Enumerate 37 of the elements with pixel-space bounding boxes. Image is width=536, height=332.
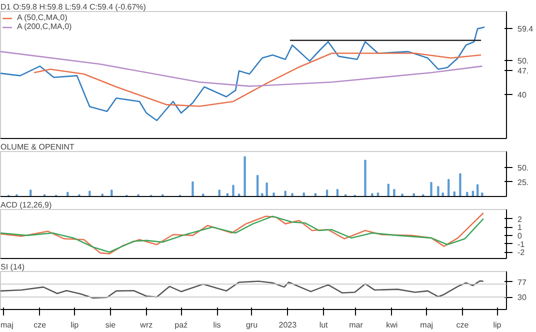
x-tick-label: maj bbox=[420, 320, 434, 330]
y-tick-label: 0 bbox=[518, 231, 522, 240]
x-tick-label: paź bbox=[174, 320, 188, 330]
y-tick-label: 40 bbox=[518, 90, 527, 100]
line-series bbox=[0, 50, 483, 87]
x-tick-label: cze bbox=[456, 320, 470, 330]
line-series bbox=[33, 52, 482, 107]
y-tick-label: 59.4 bbox=[518, 24, 534, 34]
y-tick-label: 2 bbox=[518, 214, 522, 224]
y-tick-label: -1 bbox=[518, 240, 526, 249]
x-tick-label: lis bbox=[213, 320, 221, 330]
x-tick-label: lut bbox=[319, 320, 329, 330]
y-tick-label: -2 bbox=[518, 248, 526, 258]
chart-title: ACD (12,26,9) bbox=[0, 200, 52, 210]
x-tick-label: kwi bbox=[386, 320, 398, 330]
y-tick-label: 1 bbox=[518, 223, 522, 232]
x-tick-label: maj bbox=[0, 320, 14, 330]
legend-label: A (200,C,MA,0) bbox=[17, 22, 72, 31]
x-tick-label: sie bbox=[105, 320, 116, 330]
y-tick-label: 47. bbox=[518, 66, 529, 76]
y-tick-label: 25. bbox=[518, 178, 529, 187]
line-series bbox=[0, 280, 484, 299]
chart-title: SI (14) bbox=[0, 262, 25, 272]
x-tick-label: lip bbox=[70, 320, 80, 330]
y-tick-label: 50. bbox=[518, 56, 529, 66]
x-tick-label: mar bbox=[349, 320, 364, 330]
x-tick-label: gru bbox=[246, 320, 258, 330]
chart-title: D1 O:59.8 H:59.8 L:59.4 C:59.4 (-0.67%) bbox=[0, 2, 146, 12]
x-tick-label: wrz bbox=[139, 320, 153, 330]
chart-title: OLUME & OPENINT bbox=[0, 142, 74, 152]
y-tick-label: 30 bbox=[518, 293, 527, 302]
y-tick-label: 50. bbox=[518, 163, 529, 172]
y-tick-label: 77 bbox=[518, 278, 527, 287]
legend-label: A (50,C,MA,0) bbox=[17, 13, 68, 22]
x-tick-label: cze bbox=[34, 320, 47, 330]
x-tick-label: 2023 bbox=[278, 320, 298, 330]
x-tick-label: lip bbox=[493, 320, 502, 330]
